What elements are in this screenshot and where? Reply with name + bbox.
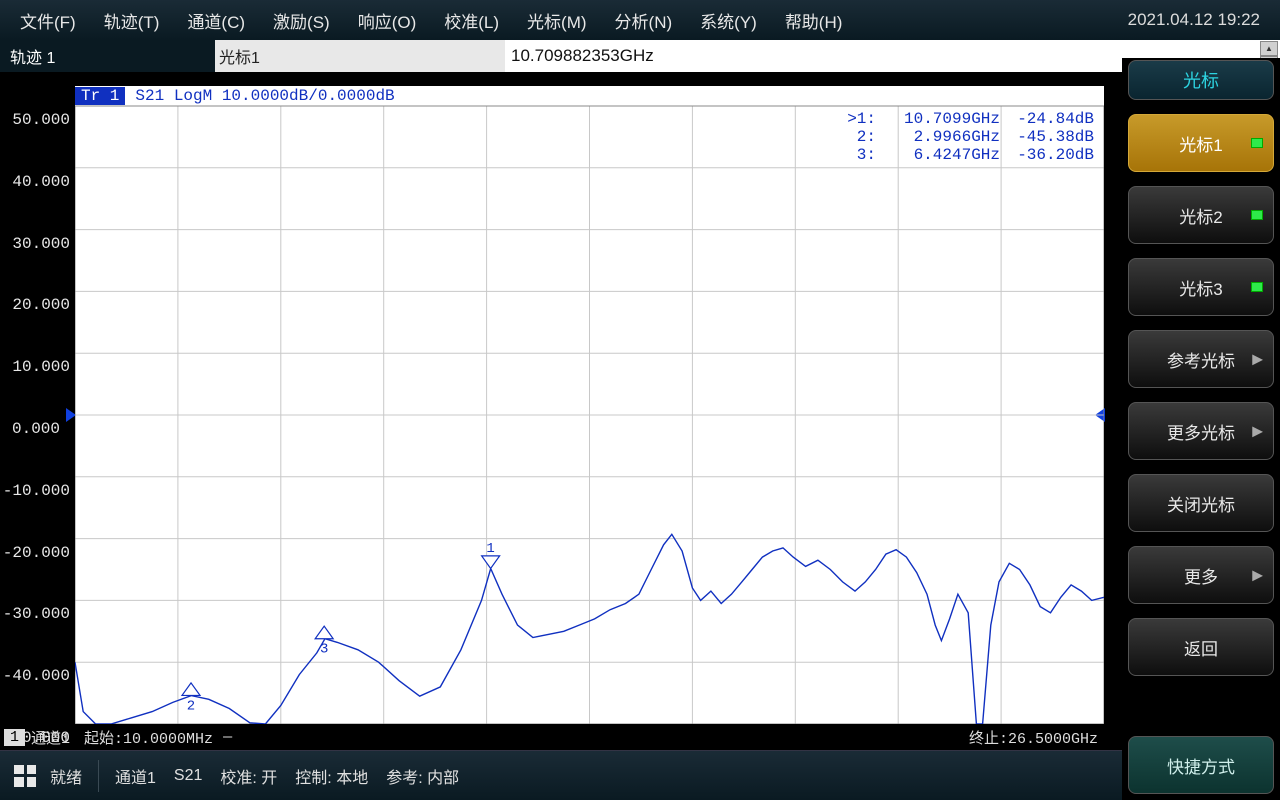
y-tick-label: 40.000 <box>12 173 70 191</box>
menu-bar: 文件(F) 轨迹(T) 通道(C) 激励(S) 响应(O) 校准(L) 光标(M… <box>0 0 1280 40</box>
start-freq: 起始:10.0000MHz <box>84 727 213 748</box>
submenu-arrow-icon: ▶ <box>1252 351 1263 368</box>
plot-area[interactable]: Tr 1 S21 LogM 10.0000dB/0.0000dB >1:10.7… <box>75 86 1104 724</box>
marker-value-text: 10.709882353GHz <box>511 46 654 66</box>
softkey-label: 光标1 <box>1179 131 1222 156</box>
softkey-1[interactable]: 光标1 <box>1128 114 1274 172</box>
y-tick-label: -20.000 <box>3 544 70 562</box>
sweep-indicator: — <box>223 729 232 746</box>
status-bar: 就绪 通道1 S21 校准: 开 控制: 本地 参考: 内部 <box>0 750 1122 800</box>
softkey-5[interactable]: 更多光标 ▶ <box>1128 402 1274 460</box>
softkey-4[interactable]: 参考光标 ▶ <box>1128 330 1274 388</box>
menu-analysis[interactable]: 分析(N) <box>615 8 673 33</box>
softkey-label: 光标2 <box>1179 203 1222 228</box>
svg-text:3: 3 <box>320 642 328 658</box>
y-axis: 50.000 40.000 30.000 20.000 10.000 0.000 -10.0… <box>0 86 74 724</box>
enabled-indicator-icon <box>1251 282 1263 292</box>
status-sparam: S21 <box>174 767 202 785</box>
enabled-indicator-icon <box>1251 210 1263 220</box>
chart-footer: 1 通道1 起始:10.0000MHz — 终止:26.5000GHz <box>0 724 1122 750</box>
svg-text:2: 2 <box>187 698 195 714</box>
y-tick-label: -10.000 <box>3 482 70 500</box>
y-tick-label: -40.000 <box>3 667 70 685</box>
menu-trace[interactable]: 轨迹(T) <box>104 8 160 33</box>
y-tick-label: 30.000 <box>12 235 70 253</box>
softkey-label: 关闭光标 <box>1167 491 1235 516</box>
softkey-3[interactable]: 光标3 <box>1128 258 1274 316</box>
softkey-6[interactable]: 关闭光标 <box>1128 474 1274 532</box>
channel-name: 通道1 <box>31 727 70 748</box>
softkey-panel: 光标 光标1 光标2 光标3 参考光标 ▶ 更多光标 ▶ 关闭光标更多 ▶ 返回 快捷方式 <box>1122 58 1280 800</box>
active-marker-name[interactable]: 光标1 <box>215 40 505 72</box>
menu-response[interactable]: 响应(O) <box>358 8 417 33</box>
submenu-arrow-icon: ▶ <box>1252 567 1263 584</box>
softkey-label: 更多光标 <box>1167 419 1235 444</box>
y-tick-label: -30.000 <box>3 605 70 623</box>
status-channel: 通道1 <box>115 764 156 788</box>
softkey-header: 光标 <box>1128 60 1274 100</box>
submenu-arrow-icon: ▶ <box>1252 423 1263 440</box>
status-cal: 校准: 开 <box>220 764 277 788</box>
menu-stimulus[interactable]: 激励(S) <box>273 8 330 33</box>
softkey-shortcut[interactable]: 快捷方式 <box>1128 736 1274 794</box>
softkey-label: 参考光标 <box>1167 347 1235 372</box>
window-layout-icon[interactable] <box>14 765 36 787</box>
y-tick-label: 0.000 <box>12 420 60 438</box>
trace-svg: 1 2 3 <box>75 86 1104 724</box>
channel-badge: 1 <box>4 729 25 746</box>
status-control: 控制: 本地 <box>295 764 368 788</box>
softkey-8[interactable]: 返回 <box>1128 618 1274 676</box>
softkey-label: 光标3 <box>1179 275 1222 300</box>
menu-system[interactable]: 系统(Y) <box>700 8 757 33</box>
svg-text:1: 1 <box>486 541 494 557</box>
menu-cal[interactable]: 校准(L) <box>444 8 499 33</box>
y-tick-label: 10.000 <box>12 358 70 376</box>
menu-help[interactable]: 帮助(H) <box>785 8 843 33</box>
y-tick-label: 50.000 <box>12 111 70 129</box>
trace-label: 轨迹 1 <box>0 40 215 72</box>
status-reference: 参考: 内部 <box>386 764 459 788</box>
spinner-up-icon[interactable]: ▲ <box>1260 41 1278 56</box>
clock: 2021.04.12 19:22 <box>1128 10 1260 30</box>
softkey-2[interactable]: 光标2 <box>1128 186 1274 244</box>
y-tick-label: 20.000 <box>12 296 70 314</box>
subheader: 轨迹 1 光标1 10.709882353GHz ▲ ▼ <box>0 40 1280 72</box>
softkey-7[interactable]: 更多 ▶ <box>1128 546 1274 604</box>
softkey-label: 更多 <box>1184 563 1218 588</box>
softkey-label: 返回 <box>1184 635 1218 660</box>
menu-channel[interactable]: 通道(C) <box>187 8 245 33</box>
stop-freq: 终止:26.5000GHz <box>969 727 1098 748</box>
status-ready: 就绪 <box>50 764 82 788</box>
enabled-indicator-icon <box>1251 138 1263 148</box>
menu-file[interactable]: 文件(F) <box>20 8 76 33</box>
chart-area: 50.000 40.000 30.000 20.000 10.000 0.000 -10.0… <box>0 72 1122 750</box>
menu-marker[interactable]: 光标(M) <box>527 8 586 33</box>
